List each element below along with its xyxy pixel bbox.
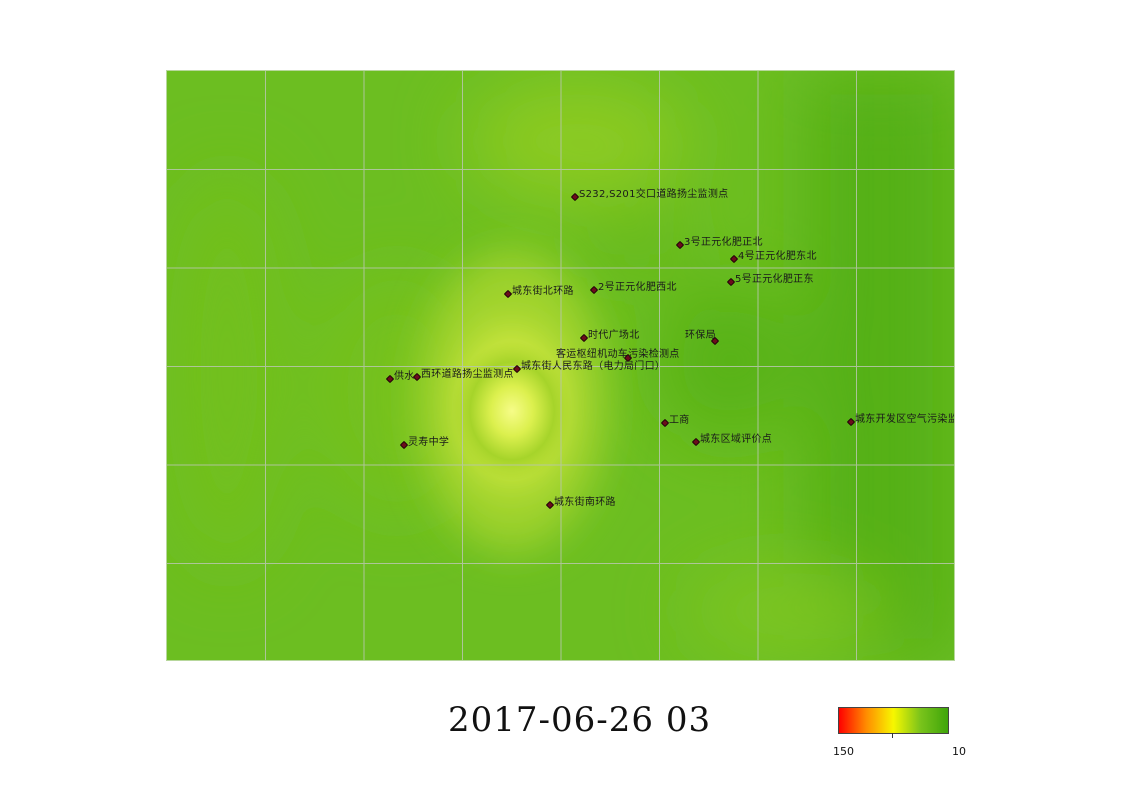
station-label: 城东街北环路 — [512, 286, 574, 297]
station-label: 供水 — [394, 371, 415, 382]
legend-tick — [892, 733, 893, 738]
station-label: 2号正元化肥西北 — [598, 282, 677, 293]
station-label: 工商 — [669, 415, 690, 426]
station-label: 西环道路扬尘监测点 — [421, 369, 514, 380]
station-label: 5号正元化肥正东 — [735, 274, 814, 285]
station-label: 城东街人民东路（电力局门口） — [521, 361, 666, 372]
station-label: 灵寿中学 — [408, 437, 450, 448]
station-label: 环保局 — [685, 330, 716, 341]
legend-max-value: 150 — [833, 745, 854, 758]
station-label: 时代广场北 — [588, 330, 640, 341]
interpolated-field — [167, 71, 954, 660]
station-label: 4号正元化肥东北 — [738, 251, 817, 262]
station-label: 3号正元化肥正北 — [684, 237, 763, 248]
station-label: 城东区域评价点 — [700, 434, 773, 445]
legend-min-value: 10 — [952, 745, 966, 758]
station-label: 客运枢纽机动车污染检测点 — [556, 349, 680, 360]
color-scale-legend — [838, 707, 949, 738]
station-label: 城东开发区空气污染监测点 — [855, 414, 954, 425]
station-label: S232,S201交口道路扬尘监测点 — [579, 189, 729, 200]
timestamp-label: 2017-06-26 03 — [448, 700, 712, 740]
pollution-heatmap: S232,S201交口道路扬尘监测点 3号正元化肥正北 4号正元化肥东北 5号正元化肥… — [166, 70, 955, 661]
station-label: 城东街南环路 — [554, 497, 616, 508]
